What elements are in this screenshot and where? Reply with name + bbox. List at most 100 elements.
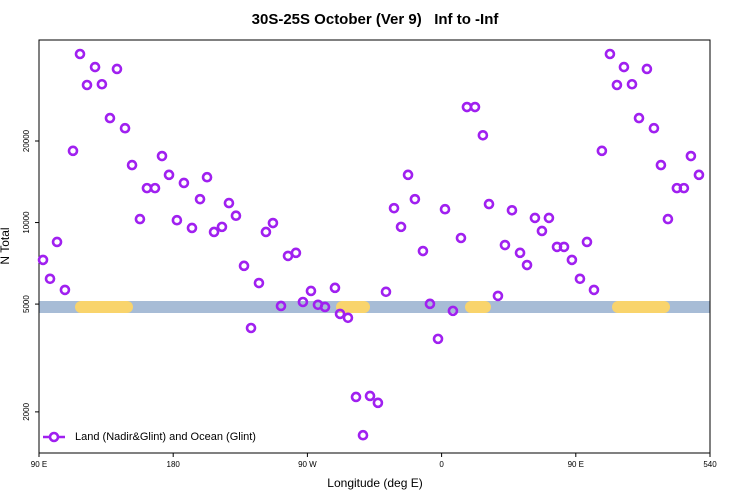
point (163, 169, 175, 181)
chart-title: 30S-25S October (Ver 9) Inf to -Inf (252, 11, 500, 28)
point (334, 308, 346, 320)
point (201, 171, 213, 183)
point (178, 177, 190, 189)
point (432, 333, 444, 345)
land-strip (465, 301, 491, 313)
point (655, 159, 667, 171)
point (156, 150, 168, 162)
land-strip (75, 301, 133, 313)
x-tick-label: 180 (167, 460, 181, 469)
y-tick-label: 10000 (22, 211, 31, 234)
point (245, 322, 257, 334)
point (297, 296, 309, 308)
point (662, 213, 674, 225)
point (305, 285, 317, 297)
ocean-strip (39, 301, 710, 313)
point (618, 61, 630, 73)
land-strip (612, 301, 670, 313)
point (596, 145, 608, 157)
point (275, 300, 287, 312)
point (417, 245, 429, 257)
point (543, 212, 555, 224)
point (126, 159, 138, 171)
point (319, 301, 331, 313)
x-tick-label: 90 W (298, 460, 317, 469)
point (447, 305, 459, 317)
point (37, 254, 49, 266)
point (388, 202, 400, 214)
point (439, 203, 451, 215)
point (380, 286, 392, 298)
x-tick-label: 90 E (31, 460, 47, 469)
point (402, 169, 414, 181)
point (149, 182, 161, 194)
point (372, 397, 384, 409)
plot-frame (38, 39, 711, 454)
point (230, 210, 242, 221)
point (626, 78, 638, 90)
point (267, 217, 279, 229)
point (111, 63, 123, 75)
point (74, 48, 86, 60)
point (574, 273, 586, 285)
point (395, 221, 407, 233)
point (409, 193, 421, 205)
point (290, 247, 302, 259)
point (483, 198, 495, 210)
point (364, 390, 376, 402)
x-tick-label: 90 E (568, 460, 584, 469)
legend-label: Land (Nadir&Glint) and Ocean (Glint) (75, 431, 256, 443)
point (477, 129, 489, 141)
point (641, 63, 653, 75)
point (260, 226, 272, 238)
point (685, 150, 697, 162)
point (81, 79, 93, 91)
point (238, 260, 250, 272)
point (424, 298, 436, 310)
point (604, 48, 616, 60)
point (253, 277, 265, 289)
point (648, 122, 660, 134)
y-tick-label: 5000 (22, 295, 31, 313)
point (521, 259, 533, 271)
point (455, 232, 467, 244)
point (223, 197, 235, 209)
point (581, 236, 593, 248)
point (678, 182, 690, 194)
legend: Land (Nadir&Glint) and Ocean (Glint) (43, 431, 256, 443)
point (171, 214, 183, 226)
point (693, 169, 705, 181)
x-tick-label: 540 (703, 460, 717, 469)
point (536, 225, 548, 237)
point (186, 222, 198, 234)
point (51, 236, 63, 248)
point (514, 247, 526, 259)
point (469, 101, 481, 113)
point (208, 226, 220, 238)
point (119, 122, 131, 134)
point (194, 193, 206, 205)
point (216, 221, 228, 233)
legend-marker (48, 431, 60, 443)
point (329, 282, 341, 294)
point (492, 290, 504, 302)
y-tick-label: 2000 (22, 402, 31, 420)
x-tick-label: 0 (439, 460, 444, 469)
point (44, 273, 56, 285)
point (104, 112, 116, 124)
point (67, 145, 79, 157)
point (59, 284, 71, 296)
point (499, 239, 511, 251)
point (506, 204, 518, 216)
point (566, 254, 578, 266)
point (588, 284, 600, 296)
point (342, 312, 354, 324)
land-ocean-strip (39, 301, 710, 313)
point (96, 78, 108, 90)
point (357, 429, 369, 441)
point (611, 79, 623, 91)
point (134, 213, 146, 225)
point (633, 112, 645, 124)
